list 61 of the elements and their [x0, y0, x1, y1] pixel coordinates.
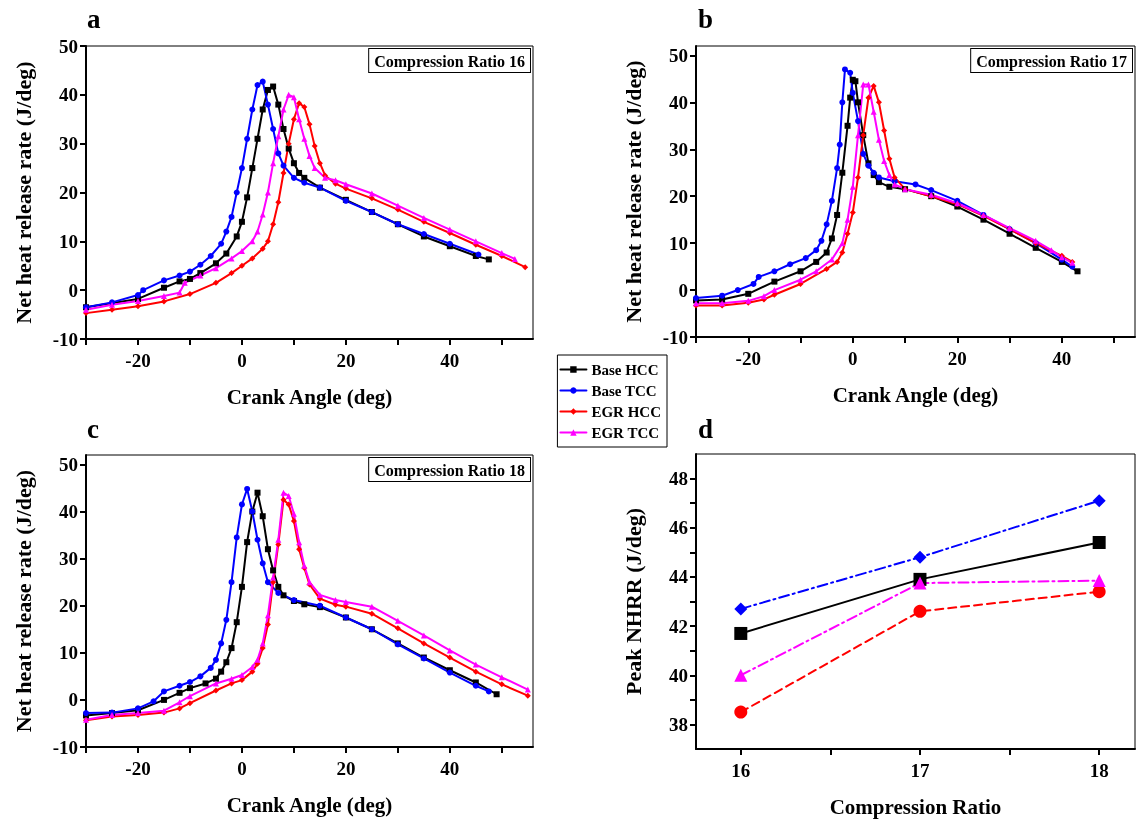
x-tick-label: 18 [1089, 760, 1109, 781]
y-tick-label: 0 [68, 689, 78, 711]
chart-title: a [87, 3, 101, 34]
y-tick-label: 30 [59, 548, 78, 570]
y-tick-label: 46 [669, 517, 688, 539]
y-tick-label: 0 [678, 279, 688, 301]
y-tick-label: 20 [59, 182, 78, 203]
x-axis-title: Compression Ratio [829, 794, 1002, 819]
y-tick-label: 48 [669, 468, 688, 490]
y-tick-label: 42 [669, 615, 688, 637]
y-tick-label: 40 [669, 91, 688, 113]
y-tick-label: 40 [59, 501, 78, 523]
y-tick-label: 50 [59, 35, 78, 57]
x-tick-label: 40 [440, 350, 460, 371]
x-axis-title: Crank Angle (deg) [832, 382, 999, 407]
x-tick-label: 40 [440, 758, 460, 779]
x-tick-label: 0 [848, 348, 858, 369]
x-tick-label: 20 [336, 350, 356, 371]
x-tick-label: 0 [237, 758, 247, 779]
y-tick-label: 30 [669, 138, 688, 160]
y-tick-label: 10 [669, 232, 688, 254]
y-tick-label: 0 [68, 279, 78, 301]
y-tick-label: 40 [59, 84, 78, 106]
annotation: Compression Ratio 16 [374, 52, 526, 71]
x-axis-title: Crank Angle (deg) [226, 384, 393, 409]
x-axis-title: Crank Angle (deg) [226, 792, 393, 817]
y-tick-label: 38 [669, 713, 688, 735]
x-tick-label: -20 [735, 348, 761, 369]
y-axis-title: Peak NHRR (J/deg) [620, 508, 646, 695]
x-tick-label: 20 [336, 758, 356, 779]
legend-label: Base TCC [591, 382, 657, 399]
y-tick-label: 20 [669, 185, 688, 207]
y-tick-label: -10 [52, 736, 78, 758]
y-tick-label: 20 [59, 595, 78, 617]
y-tick-label: 10 [59, 230, 78, 252]
y-tick-label: -10 [662, 326, 688, 348]
annotation: Compression Ratio 17 [976, 52, 1128, 71]
y-tick-label: 44 [669, 566, 689, 588]
chart-title: c [87, 413, 99, 444]
legend-label: EGR HCC [591, 403, 662, 420]
x-tick-label: 40 [1052, 348, 1072, 369]
y-tick-label: 50 [669, 44, 688, 66]
y-axis-title: Net heat release rate (J/deg) [10, 469, 36, 733]
x-tick-label: -20 [125, 758, 151, 779]
y-axis-title: Net heat release rate (J/deg) [10, 61, 36, 324]
chart-title: b [698, 3, 714, 34]
x-tick-label: 17 [910, 760, 930, 781]
x-tick-label: 20 [947, 348, 967, 369]
y-tick-label: 40 [669, 664, 688, 686]
x-tick-label: -20 [125, 350, 151, 371]
y-tick-label: 30 [59, 133, 78, 155]
x-tick-label: 16 [731, 760, 751, 781]
legend-label: EGR TCC [591, 424, 660, 441]
chart-title: d [698, 413, 714, 444]
y-tick-label: 50 [59, 453, 78, 475]
y-tick-label: 10 [59, 642, 78, 664]
y-tick-label: -10 [52, 328, 78, 350]
annotation: Compression Ratio 18 [374, 461, 526, 480]
legend-label: Base HCC [591, 361, 659, 378]
y-axis-title: Net heat release rate (J/deg) [620, 60, 646, 323]
x-tick-label: 0 [237, 350, 247, 371]
